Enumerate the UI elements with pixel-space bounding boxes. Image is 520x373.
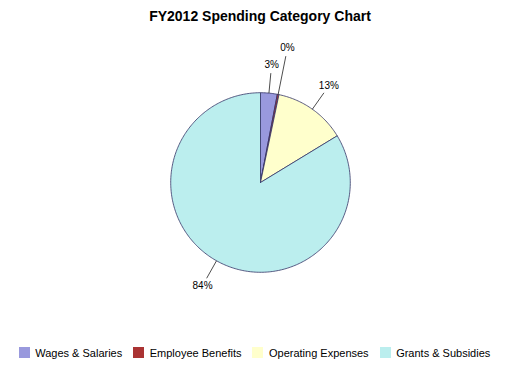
html-text:FY2012 Spending Category Chart: FY2012 Spending Category Chart [149,8,371,24]
svg-text:84%: 84% [193,280,213,291]
html-text:Wages & Salaries: Wages & Salaries [35,346,123,359]
html-text:Grants & Subsidies: Grants & Subsidies [396,346,491,359]
html-text:Operating Expenses: Operating Expenses [269,346,369,359]
svg-text:13%: 13% [319,80,339,91]
svg-text:3%: 3% [264,59,279,70]
svg-text:0%: 0% [280,42,295,53]
html-text:Employee Benefits: Employee Benefits [149,346,242,359]
